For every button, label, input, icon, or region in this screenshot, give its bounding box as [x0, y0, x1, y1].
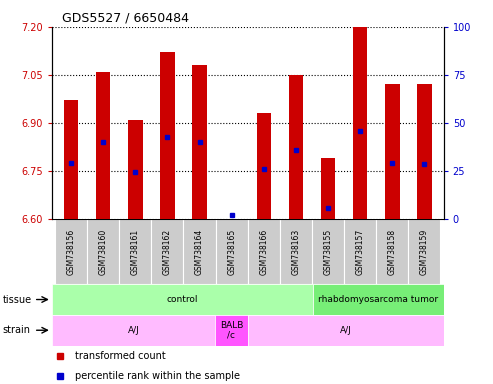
Text: percentile rank within the sample: percentile rank within the sample	[75, 371, 240, 381]
Bar	[313, 284, 444, 315]
Text: GSM738157: GSM738157	[355, 228, 365, 275]
Bar	[256, 113, 271, 219]
Bar	[280, 219, 312, 284]
Text: control: control	[167, 295, 198, 304]
Text: GSM738159: GSM738159	[420, 228, 429, 275]
Bar	[289, 75, 303, 219]
Bar	[52, 284, 313, 315]
Text: tissue: tissue	[2, 295, 32, 305]
Bar	[344, 219, 376, 284]
Text: GSM738155: GSM738155	[323, 228, 333, 275]
Bar	[385, 84, 399, 219]
Bar	[312, 219, 344, 284]
Text: GSM738160: GSM738160	[99, 228, 107, 275]
Text: GSM738161: GSM738161	[131, 228, 140, 275]
Bar	[87, 219, 119, 284]
Bar	[64, 101, 78, 219]
Bar	[408, 219, 440, 284]
Text: GSM738165: GSM738165	[227, 228, 236, 275]
Bar	[353, 27, 367, 219]
Bar	[183, 219, 215, 284]
Text: GSM738162: GSM738162	[163, 228, 172, 275]
Bar	[160, 53, 175, 219]
Text: GDS5527 / 6650484: GDS5527 / 6650484	[62, 12, 189, 25]
Bar	[128, 120, 142, 219]
Bar	[151, 219, 183, 284]
Bar	[55, 219, 87, 284]
Text: BALB
/c: BALB /c	[220, 321, 243, 340]
Bar	[52, 315, 215, 346]
Text: GSM738158: GSM738158	[388, 228, 397, 275]
Text: GSM738163: GSM738163	[291, 228, 300, 275]
Bar	[119, 219, 151, 284]
Bar	[247, 315, 444, 346]
Text: GSM738166: GSM738166	[259, 228, 268, 275]
Text: A/J: A/J	[128, 326, 140, 335]
Text: rhabdomyosarcoma tumor: rhabdomyosarcoma tumor	[318, 295, 438, 304]
Bar	[215, 315, 247, 346]
Bar	[417, 84, 432, 219]
Bar	[96, 72, 110, 219]
Bar	[192, 65, 207, 219]
Text: strain: strain	[2, 325, 31, 335]
Bar	[376, 219, 408, 284]
Bar	[215, 219, 248, 284]
Bar	[248, 219, 280, 284]
Text: A/J: A/J	[340, 326, 352, 335]
Text: GSM738164: GSM738164	[195, 228, 204, 275]
Bar	[321, 158, 335, 219]
Text: GSM738156: GSM738156	[67, 228, 75, 275]
Text: transformed count: transformed count	[75, 351, 166, 361]
